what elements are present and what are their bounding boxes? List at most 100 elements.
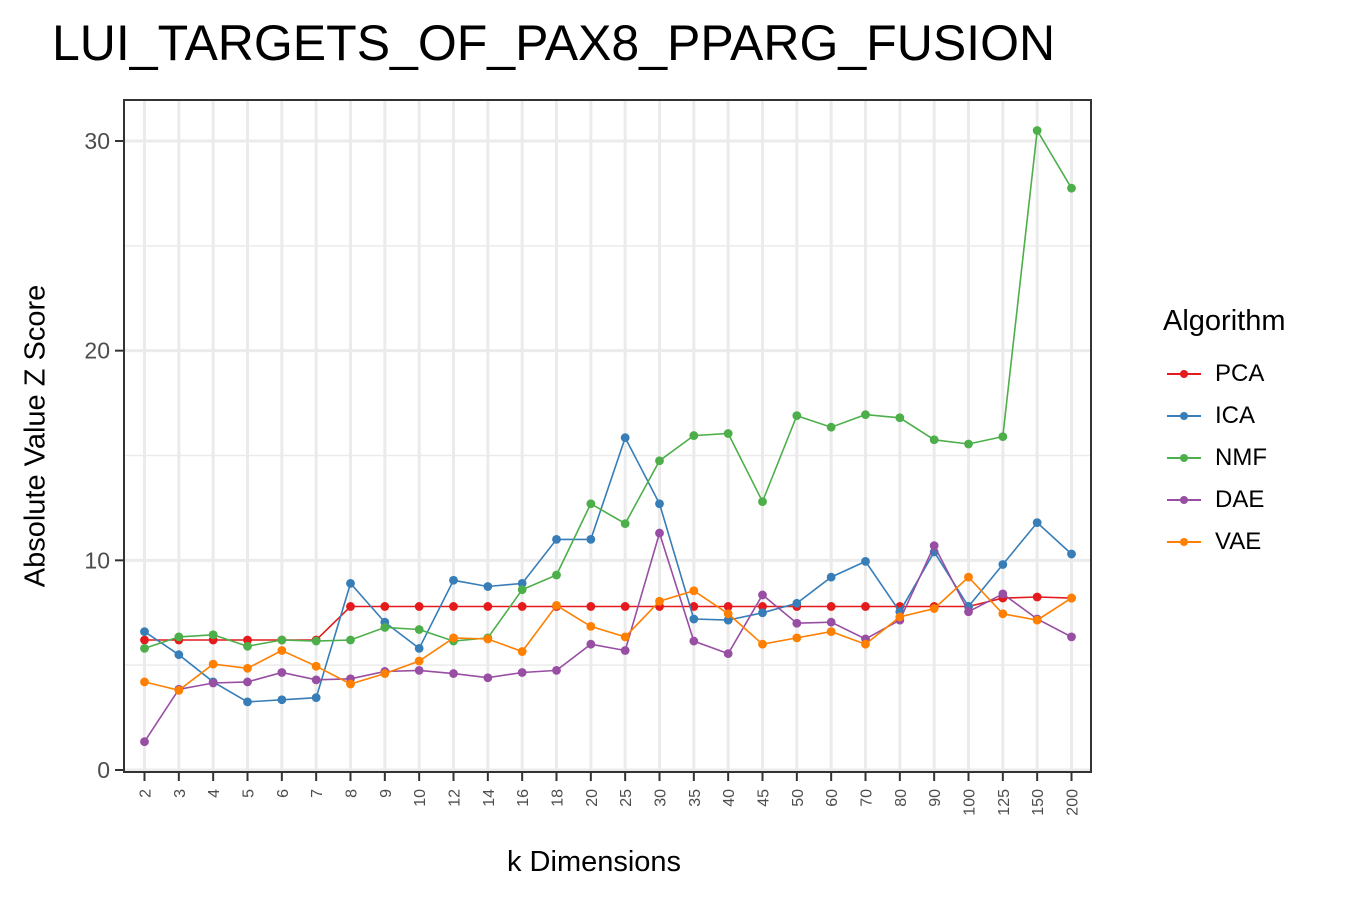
data-point-vae [552,601,561,610]
x-tick-label: 9 [378,789,395,798]
x-tick-label: 125 [996,789,1013,816]
data-point-dae [655,528,664,538]
series-dae [140,528,1076,747]
legend-item-nmf: NMF [1163,438,1267,478]
data-point-pca [517,602,527,611]
series-line-vae [144,575,1072,692]
data-point-vae [895,612,905,622]
x-tick-label: 30 [653,789,670,807]
x-tick-label: 2 [138,789,155,798]
legend-item-dae: DAE [1163,480,1264,520]
data-point-ica [723,615,733,625]
data-point-vae [483,634,493,644]
series-layer [140,126,1076,747]
series-line-nmf [144,128,1073,650]
data-point-pca [346,602,355,611]
data-point-ica [483,582,493,591]
plot-panel-border [123,99,1092,773]
data-point-nmf [620,519,630,529]
data-point-ica [758,608,767,618]
data-point-vae [723,609,733,619]
data-point-ica [174,650,184,660]
legend-item-pca: PCA [1163,354,1264,394]
data-point-dae [689,636,699,646]
data-point-dae [723,649,733,659]
data-point-ica [311,693,321,703]
data-point-dae [208,678,218,688]
data-point-vae [689,586,699,596]
legend-key [1163,438,1205,478]
x-tick-label: 20 [584,789,601,807]
data-point-vae [1067,593,1076,603]
legend-key-point [1180,538,1188,546]
data-point-dae [517,668,527,677]
x-tick-label: 200 [1065,789,1082,816]
plot-background [124,100,1091,772]
data-point-nmf [174,632,184,642]
data-point-nmf [723,429,733,438]
data-point-dae [243,677,252,687]
x-tick-label: 25 [618,789,635,807]
data-point-vae [517,647,527,656]
data-point-pca [1032,592,1042,602]
data-point-pca [689,602,699,611]
data-point-ica [826,572,836,582]
x-tick-label: 18 [550,789,567,807]
legend-key [1163,522,1205,562]
legend-label: VAE [1215,528,1262,555]
x-tick-label: 10 [412,789,429,807]
data-point-pca [380,602,390,611]
x-tick-label: 50 [790,789,807,807]
x-tick-label: 100 [962,789,979,816]
data-point-vae [277,646,287,655]
data-point-vae [998,609,1008,619]
data-point-nmf [758,497,767,507]
data-point-vae [861,639,870,649]
x-tick-label: 7 [309,789,326,798]
x-tick-label: 60 [824,789,841,807]
data-point-vae [380,669,390,678]
data-point-dae [1067,632,1076,642]
data-point-nmf [346,635,355,645]
y-axis-label: Absolute Value Z Score [19,284,52,588]
data-point-vae [449,633,458,643]
data-point-dae [140,737,149,747]
legend-label: NMF [1215,444,1267,471]
data-point-ica [586,534,596,544]
data-point-vae [655,596,664,606]
data-point-ica [1067,549,1076,559]
data-point-pca [483,602,493,611]
data-point-nmf [861,410,870,420]
data-point-vae [1032,615,1042,625]
data-point-nmf [826,422,836,432]
data-point-nmf [998,432,1008,442]
data-point-ica [792,598,802,608]
legend-key [1163,480,1205,520]
x-tick-label: 150 [1030,789,1047,816]
data-point-ica [140,627,149,637]
data-point-pca [243,635,252,645]
data-point-nmf [243,641,252,651]
data-point-ica [1032,518,1042,527]
y-tick-label: 30 [84,128,110,154]
x-tick-label: 70 [859,789,876,807]
x-tick-label: 14 [481,789,498,807]
x-tick-label: 12 [447,789,464,807]
data-point-dae [277,668,287,677]
data-point-nmf [208,630,218,640]
legend-label: DAE [1215,486,1265,513]
gridlines [124,100,1091,772]
data-point-dae [792,618,802,628]
data-point-nmf [792,411,802,421]
data-point-vae [140,677,149,687]
data-point-vae [586,621,596,631]
data-point-pca [140,635,149,645]
data-point-dae [758,590,767,600]
data-point-nmf [655,456,664,466]
data-point-ica [243,697,252,707]
legend-label: PCA [1215,360,1265,387]
y-tick-label: 0 [97,757,110,783]
legend-key-point [1180,412,1188,420]
data-point-pca [449,602,458,611]
